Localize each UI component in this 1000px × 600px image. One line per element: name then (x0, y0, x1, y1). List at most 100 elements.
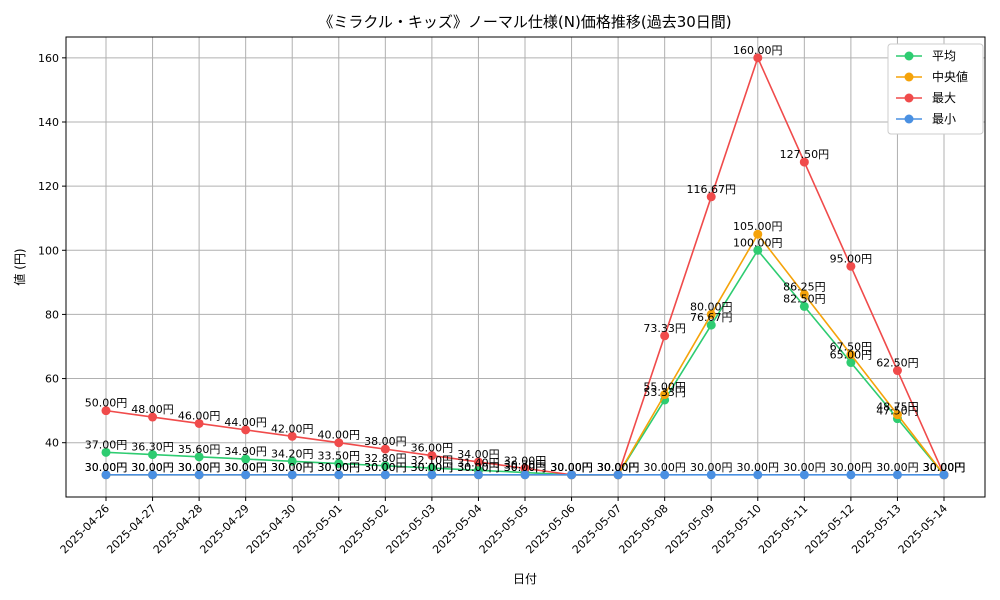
data-point (194, 418, 204, 428)
data-point (799, 301, 809, 311)
data-label: 30.00円 (411, 461, 454, 474)
data-point (148, 470, 158, 480)
data-label: 30.00円 (504, 461, 547, 474)
data-label: 30.00円 (737, 461, 780, 474)
data-label: 30.00円 (364, 461, 407, 474)
y-tick-label: 140 (38, 116, 59, 129)
data-label: 95.00円 (830, 252, 873, 265)
grid-layer (66, 37, 985, 497)
data-label: 30.00円 (876, 461, 919, 474)
data-point (706, 192, 716, 202)
data-point (753, 53, 763, 63)
data-point (799, 470, 809, 480)
legend-marker (904, 72, 914, 82)
data-label: 30.00円 (224, 461, 267, 474)
data-point (706, 320, 716, 330)
data-label: 35.60円 (178, 443, 221, 456)
data-label: 30.00円 (690, 461, 733, 474)
data-point (101, 406, 111, 416)
data-label: 47.50円 (876, 405, 919, 418)
legend-marker (904, 93, 914, 103)
data-label: 65.00円 (830, 349, 873, 362)
data-label: 32.80円 (364, 452, 407, 465)
data-label: 44.00円 (224, 416, 267, 429)
legend-label: 中央値 (932, 69, 968, 84)
data-label: 34.20円 (271, 447, 314, 460)
data-label: 36.30円 (131, 441, 174, 454)
data-label: 160.00円 (733, 44, 783, 57)
legend-label: 最小 (932, 112, 956, 126)
data-label: 127.50円 (780, 148, 830, 161)
data-label: 30.00円 (550, 461, 593, 474)
data-point (753, 245, 763, 255)
data-label: 32.00円 (504, 454, 547, 467)
data-label: 30.00円 (178, 461, 221, 474)
data-point (380, 470, 390, 480)
y-tick-label: 100 (38, 244, 59, 257)
data-point (287, 431, 297, 441)
data-point (241, 454, 251, 464)
legend-marker (904, 114, 914, 124)
data-label: 30.00円 (783, 461, 826, 474)
data-point (427, 463, 437, 473)
data-point (799, 289, 809, 299)
data-label: 30.00円 (597, 461, 640, 474)
data-label: 30.00円 (271, 461, 314, 474)
data-label: 82.50円 (783, 292, 826, 305)
data-label: 30.00円 (830, 461, 873, 474)
data-label: 46.00円 (178, 409, 221, 422)
data-label: 55.00円 (643, 381, 686, 394)
data-point (241, 470, 251, 480)
series-layer (101, 53, 949, 480)
data-point (520, 470, 530, 480)
data-label: 100.00円 (733, 236, 783, 249)
data-label: 30.00円 (550, 461, 593, 474)
data-point (287, 470, 297, 480)
data-label: 30.00円 (457, 461, 500, 474)
data-label: 34.00円 (457, 448, 500, 461)
data-point (660, 331, 670, 341)
data-point (380, 461, 390, 471)
data-label: 30.00円 (597, 461, 640, 474)
legend-label: 平均 (932, 49, 956, 63)
data-label: 38.00円 (364, 435, 407, 448)
data-label: 30.00円 (550, 461, 593, 474)
data-point (613, 470, 623, 480)
data-point (148, 412, 158, 422)
data-point (892, 470, 902, 480)
data-point (892, 410, 902, 420)
data-label: 30.00円 (411, 461, 454, 474)
data-label: 40.00円 (318, 429, 361, 442)
y-tick-label: 60 (45, 373, 59, 386)
data-label: 32.10円 (411, 454, 454, 467)
data-point (101, 470, 111, 480)
data-label: 30.70円 (504, 459, 547, 472)
data-label: 105.00円 (733, 220, 783, 233)
data-point (846, 470, 856, 480)
data-point (846, 358, 856, 368)
data-point (241, 425, 251, 435)
data-label: 30.00円 (550, 461, 593, 474)
y-tick-label: 120 (38, 180, 59, 193)
y-tick-label: 160 (38, 52, 59, 65)
data-label: 30.00円 (318, 461, 361, 474)
data-point (380, 444, 390, 454)
data-label: 62.50円 (876, 357, 919, 370)
data-point (706, 309, 716, 319)
legend-label: 最大 (932, 91, 956, 105)
data-label: 30.00円 (457, 461, 500, 474)
data-point (567, 470, 577, 480)
data-label: 42.00円 (271, 422, 314, 435)
data-label: 30.00円 (131, 461, 174, 474)
data-label: 30.00円 (923, 461, 966, 474)
data-label-layer: 37.00円 36.30円 35.60円 34.90円 34.20円 33.50円 32.8… (85, 44, 966, 474)
data-point (427, 470, 437, 480)
legend-marker (904, 51, 914, 61)
data-point (892, 366, 902, 376)
data-point (334, 459, 344, 469)
data-label: 33.50円 (318, 450, 361, 463)
chart-title: 《ミラクル・キッズ》ノーマル仕様(N)価格推移(過去30日間) (318, 13, 731, 31)
data-point (846, 261, 856, 271)
